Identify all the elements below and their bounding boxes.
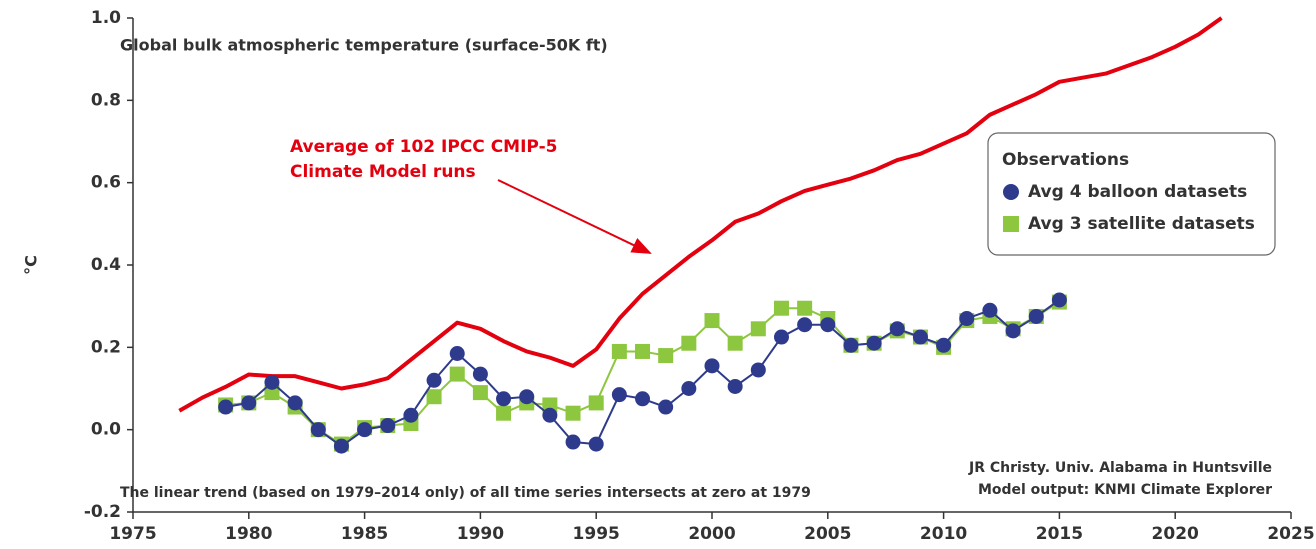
data-point <box>912 329 928 345</box>
x-tick-label: 1995 <box>573 524 620 544</box>
data-point <box>658 399 674 415</box>
data-point <box>542 397 558 413</box>
legend-label: Avg 3 satellite datasets <box>1028 214 1255 234</box>
y-tick-label: 0.6 <box>91 173 121 193</box>
credit: JR Christy. Univ. Alabama in Huntsville <box>968 460 1272 476</box>
data-point <box>542 407 558 423</box>
data-point <box>449 366 465 382</box>
data-point <box>519 389 535 405</box>
x-tick-label: 1990 <box>457 524 504 544</box>
data-point <box>357 422 373 438</box>
data-point <box>1005 323 1021 339</box>
x-tick-label: 1985 <box>341 524 388 544</box>
data-point <box>426 372 442 388</box>
y-axis-label: °C <box>22 255 41 275</box>
annotation-arrow <box>497 179 652 254</box>
data-point <box>310 422 326 438</box>
legend-label: Avg 4 balloon datasets <box>1028 182 1247 202</box>
data-point <box>681 335 697 351</box>
data-point <box>1028 308 1044 324</box>
data-point <box>403 407 419 423</box>
data-point <box>773 300 789 316</box>
series-line <box>225 299 1060 448</box>
data-point <box>797 317 813 333</box>
y-tick-label: -0.2 <box>84 502 121 522</box>
data-point <box>611 343 627 359</box>
data-point <box>264 374 280 390</box>
x-tick-label: 1975 <box>109 524 156 544</box>
x-tick-label: 2000 <box>688 524 735 544</box>
x-tick-label: 2020 <box>1152 524 1199 544</box>
credit: Model output: KNMI Climate Explorer <box>978 482 1272 498</box>
data-point <box>635 391 651 407</box>
data-point <box>750 362 766 378</box>
data-point <box>426 389 442 405</box>
x-tick-label: 2010 <box>920 524 967 544</box>
x-tick-label: 2005 <box>804 524 851 544</box>
data-point <box>496 391 512 407</box>
data-point <box>797 300 813 316</box>
data-point <box>704 313 720 329</box>
annotation: Average of 102 IPCC CMIP-5 <box>290 137 557 157</box>
series-line <box>178 16 1223 413</box>
x-tick-label: 2025 <box>1267 524 1314 544</box>
legend-marker <box>1003 184 1019 200</box>
data-point <box>287 395 303 411</box>
annotation: Climate Model runs <box>290 162 476 182</box>
y-tick-label: 1.0 <box>91 8 121 28</box>
chart-title: Global bulk atmospheric temperature (sur… <box>120 36 608 55</box>
series-line <box>225 301 1060 446</box>
data-point <box>496 405 512 421</box>
y-tick-label: 0.2 <box>91 337 121 357</box>
data-point <box>241 395 257 411</box>
y-tick-label: 0.0 <box>91 420 121 440</box>
data-point <box>1051 292 1067 308</box>
data-point <box>588 395 604 411</box>
data-point <box>843 337 859 353</box>
data-point <box>565 405 581 421</box>
data-point <box>704 358 720 374</box>
data-point <box>565 434 581 450</box>
data-point <box>635 343 651 359</box>
data-point <box>773 329 789 345</box>
data-point <box>889 321 905 337</box>
data-point <box>959 311 975 327</box>
footnote: The linear trend (based on 1979–2014 onl… <box>120 485 811 501</box>
data-point <box>820 317 836 333</box>
data-point <box>218 399 234 415</box>
y-tick-label: 0.8 <box>91 90 121 110</box>
data-point <box>750 321 766 337</box>
data-point <box>658 348 674 364</box>
data-point <box>681 381 697 396</box>
data-point <box>588 436 604 452</box>
data-point <box>727 378 743 394</box>
data-point <box>472 385 488 401</box>
data-point <box>449 346 465 362</box>
x-tick-label: 1980 <box>225 524 272 544</box>
data-point <box>866 335 882 351</box>
data-point <box>264 385 280 401</box>
data-point <box>936 337 952 353</box>
data-point <box>472 366 488 382</box>
legend-title: Observations <box>1002 150 1129 170</box>
data-point <box>727 335 743 351</box>
data-point <box>611 387 627 403</box>
data-point <box>380 418 396 434</box>
legend-marker <box>1003 216 1019 232</box>
data-point <box>982 302 998 318</box>
legend-box <box>987 132 1276 256</box>
data-point <box>333 438 349 454</box>
y-tick-label: 0.4 <box>91 255 121 275</box>
x-tick-label: 2015 <box>1036 524 1083 544</box>
